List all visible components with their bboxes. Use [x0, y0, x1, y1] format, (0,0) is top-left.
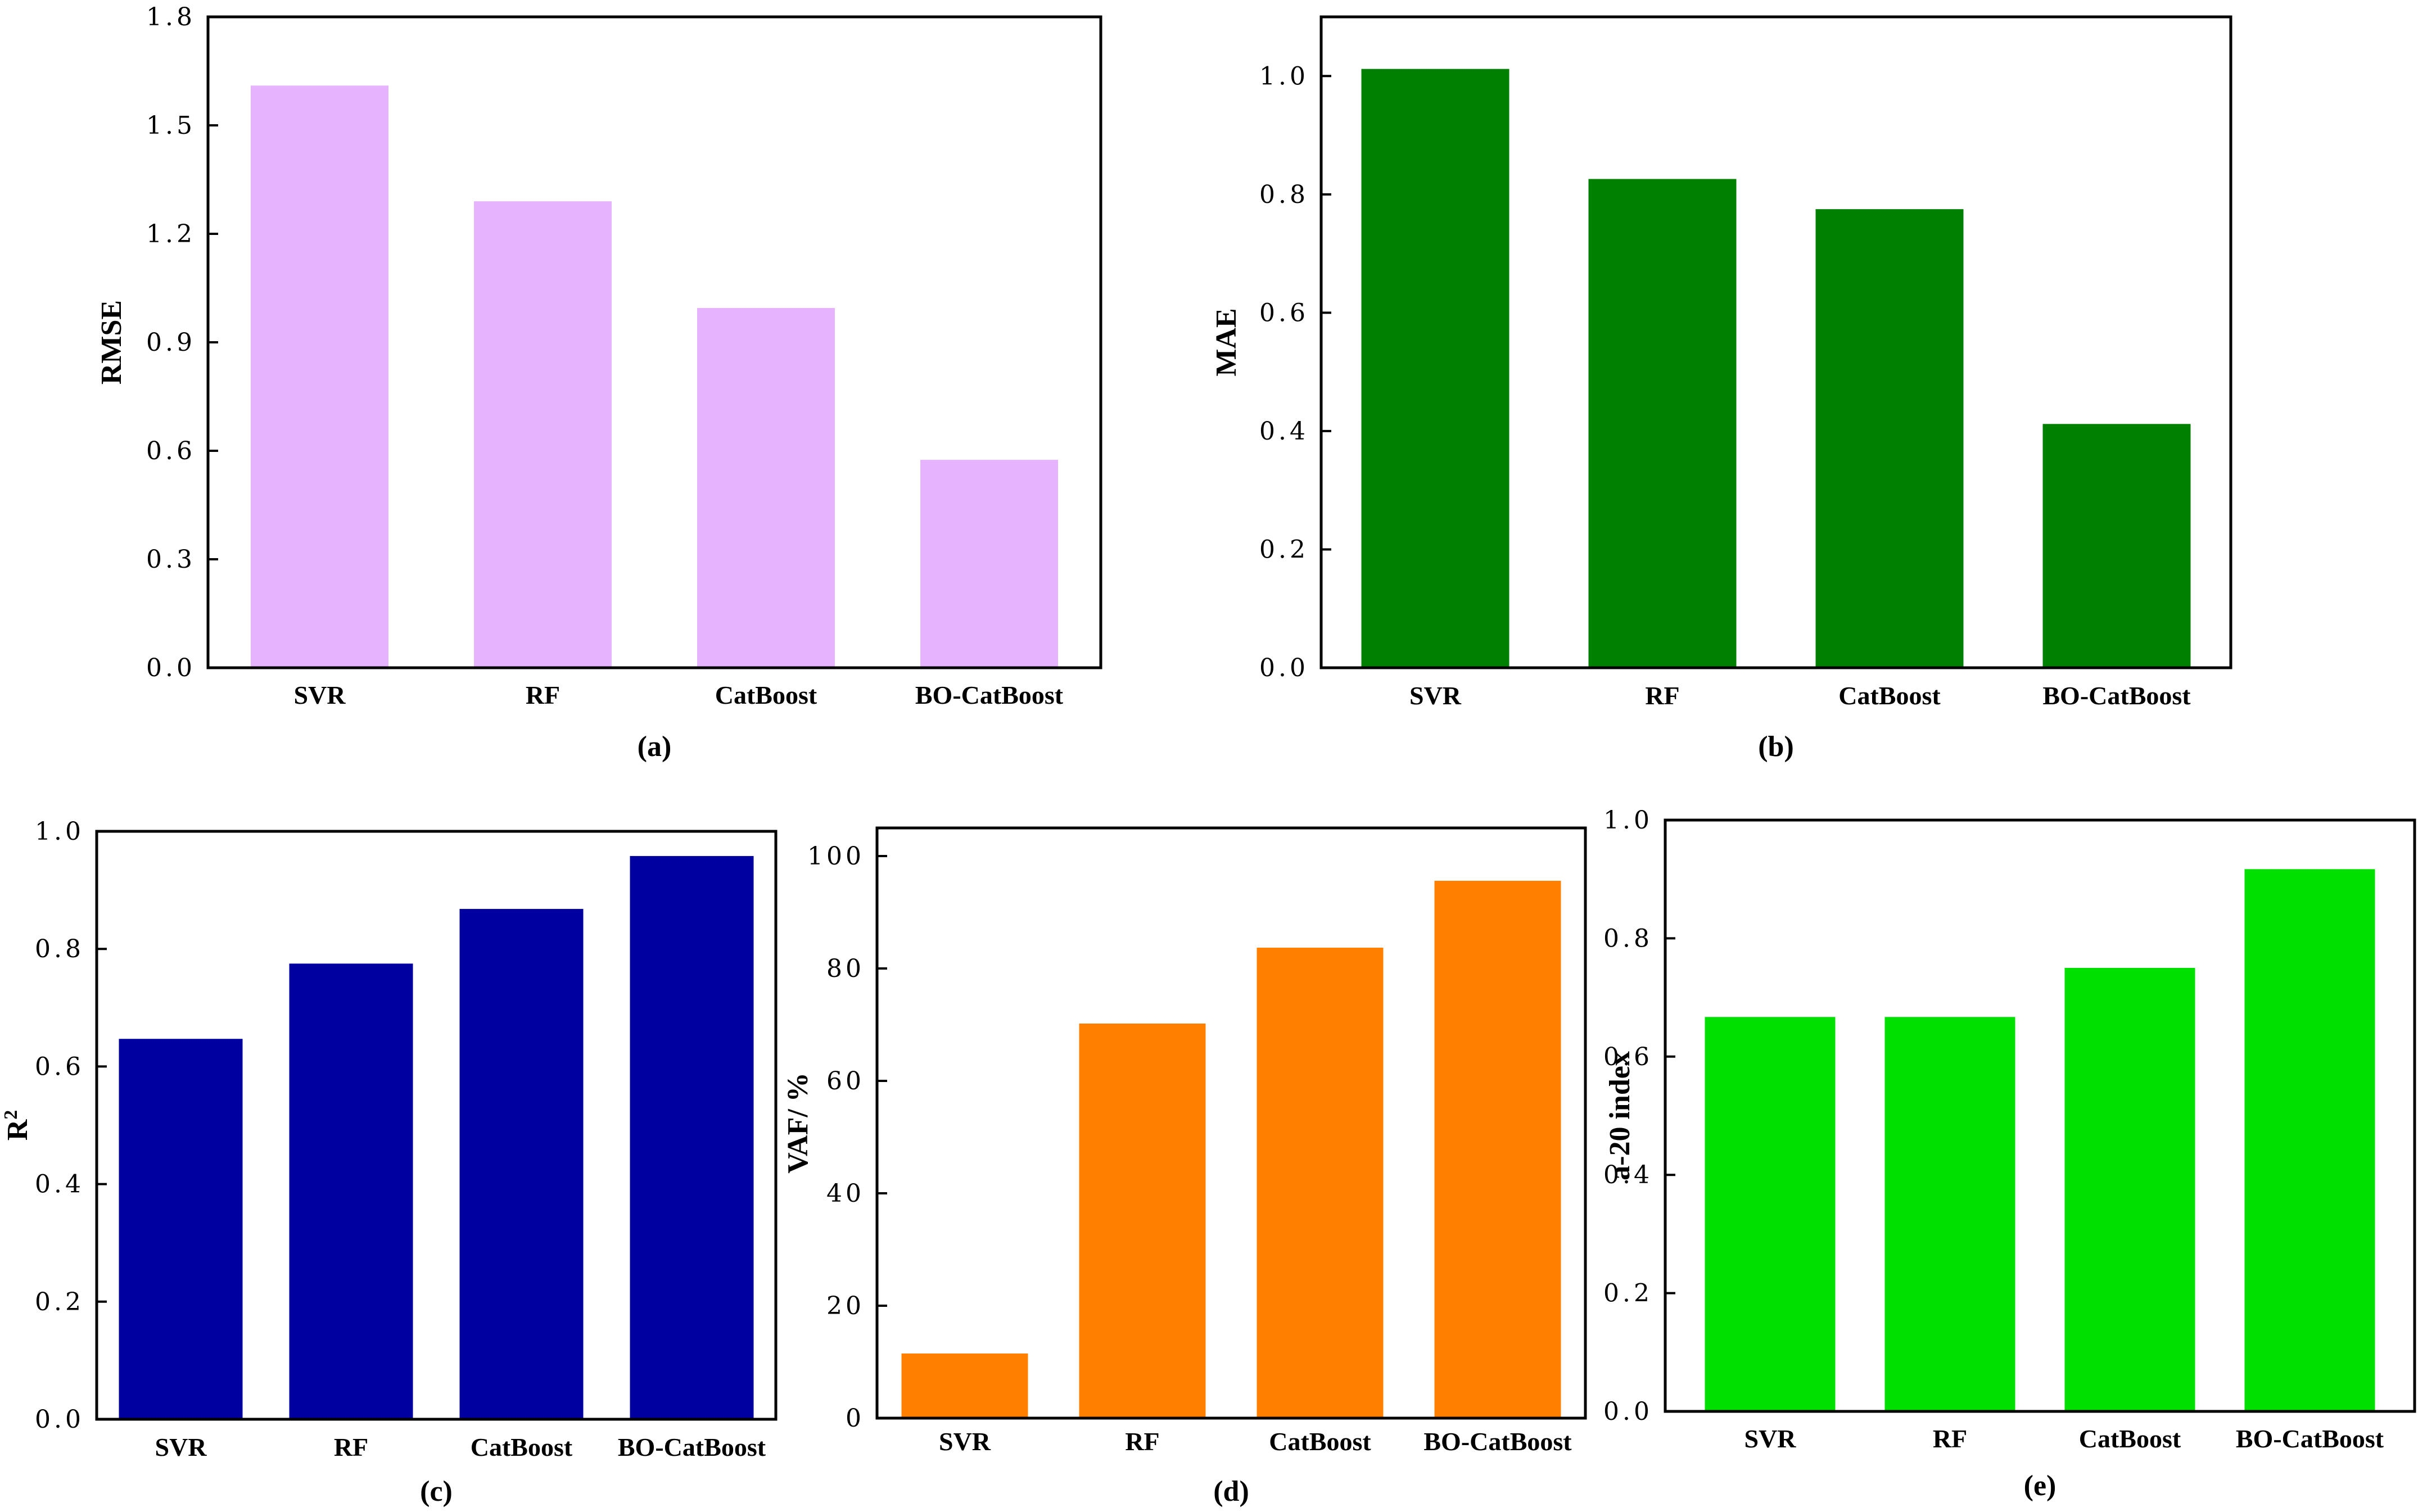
y-tick-label: 0.6	[35, 1052, 84, 1081]
plot-frame	[1664, 818, 2416, 1413]
y-axis-label: a-20 index	[1604, 1051, 1636, 1180]
plot-frame	[206, 15, 1102, 669]
bar-bo-catboost	[920, 460, 1058, 668]
y-tick-label: 0.0	[146, 654, 196, 682]
bar-svr	[119, 1039, 243, 1419]
bar-catboost	[2064, 968, 2195, 1411]
x-category-label: RF	[334, 1433, 368, 1461]
plot-frame	[95, 830, 778, 1421]
y-tick-label: 0.0	[1603, 1397, 1653, 1426]
y-axis-label: R2	[1, 1110, 34, 1141]
x-category-label: BO-CatBoost	[2042, 681, 2191, 710]
y-tick-label: 1.8	[146, 3, 196, 31]
panel-caption: (c)	[420, 1475, 453, 1508]
x-category-label: BO-CatBoost	[2236, 1424, 2384, 1453]
bar-catboost	[459, 909, 584, 1419]
y-tick-label: 0.9	[146, 328, 196, 357]
y-tick-label: 0.2	[35, 1288, 84, 1316]
y-tick-label: 60	[826, 1067, 865, 1095]
panel-caption: (a)	[638, 731, 672, 763]
plot-frame	[875, 826, 1587, 1420]
y-tick-label: 40	[826, 1179, 865, 1208]
panel-e-a20-chart: 0.0 0.2 0.4 0.6 0.8 1.0 SVR RF CatBoost BO-CatBoo…	[1603, 806, 2416, 1502]
x-category-label: BO-CatBoost	[618, 1433, 766, 1461]
x-category-label: SVR	[293, 681, 346, 709]
bar-svr	[251, 85, 388, 668]
y-axis-label: RMSE	[96, 300, 128, 384]
y-tick-label: 1.5	[146, 111, 196, 140]
bar-rf	[474, 201, 612, 668]
y-tick-label: 0.2	[1603, 1279, 1653, 1308]
bar-svr	[1361, 69, 1509, 668]
panel-caption: (d)	[1213, 1475, 1249, 1508]
panel-c-r2-chart: 0.0 0.2 0.4 0.6 0.8 1.0 SVR RF CatBoost BO-CatBoo…	[1, 817, 778, 1508]
bar-bo-catboost	[630, 855, 754, 1419]
y-tick-label: 1.0	[35, 817, 84, 846]
y-tick-label: 80	[826, 954, 865, 983]
bar-rf	[1884, 1017, 2015, 1411]
x-category-label: SVR	[1744, 1424, 1796, 1453]
x-category-label: RF	[1125, 1427, 1159, 1456]
panel-a-rmse-chart: 0.0 0.3 0.6 0.9 1.2 1.5 1.8 SVR RF CatBoost BO-Cat…	[96, 3, 1102, 763]
y-tick-label: 0.0	[1259, 654, 1309, 682]
y-tick-label: 0.4	[35, 1170, 84, 1199]
panel-caption: (b)	[1758, 731, 1794, 763]
y-tick-label: 0.6	[146, 437, 196, 465]
panel-caption: (e)	[2024, 1470, 2057, 1502]
panel-b-mae-chart: 0.0 0.2 0.4 0.6 0.8 1.0 SVR RF CatBoost BO-CatBoo…	[1210, 15, 2232, 763]
x-category-label: SVR	[155, 1433, 207, 1461]
bar-catboost	[1257, 948, 1384, 1418]
y-tick-label: 0.8	[35, 935, 84, 963]
y-tick-label: 1.0	[1259, 62, 1309, 90]
x-category-label: SVR	[1409, 681, 1462, 710]
y-tick-label: 0.8	[1603, 924, 1653, 953]
bar-bo-catboost	[2042, 424, 2191, 668]
x-category-label: RF	[1933, 1424, 1967, 1453]
y-axis-label: MAE	[1210, 308, 1242, 376]
plot-frame	[1319, 15, 2232, 669]
bar-catboost	[697, 307, 835, 668]
x-category-label: BO-CatBoost	[915, 681, 1064, 709]
bar-catboost	[1815, 209, 1964, 668]
y-tick-label: 0.6	[1603, 1043, 1653, 1071]
y-tick-label: 1.0	[1603, 806, 1653, 835]
x-category-label: CatBoost	[1269, 1427, 1371, 1456]
x-category-label: RF	[1645, 681, 1679, 710]
x-category-label: SVR	[939, 1427, 991, 1456]
x-category-label: CatBoost	[2079, 1424, 2181, 1453]
y-tick-label: 0.4	[1259, 417, 1309, 446]
y-tick-label: 0.2	[1259, 535, 1309, 564]
x-category-label: BO-CatBoost	[1423, 1427, 1572, 1456]
y-axis-label: VAF/ %	[782, 1072, 814, 1174]
x-category-label: CatBoost	[1838, 681, 1941, 710]
x-category-label: CatBoost	[471, 1433, 573, 1461]
y-tick-label: 20	[826, 1292, 865, 1320]
x-category-label: RF	[526, 681, 560, 709]
y-tick-label: 0.4	[1603, 1161, 1653, 1189]
panel-d-vaf-chart: 0 20 40 60 80 100 SVR RF CatBoost BO-CatBoost VAF/…	[782, 826, 1587, 1508]
y-tick-label: 0.8	[1259, 180, 1309, 209]
bar-bo-catboost	[2244, 869, 2375, 1411]
y-tick-label: 0.3	[146, 545, 196, 574]
y-tick-label: 0.6	[1259, 298, 1309, 327]
bar-rf	[289, 963, 413, 1419]
bar-svr	[1705, 1017, 1836, 1411]
y-tick-label: 1.2	[146, 220, 196, 248]
y-tick-label: 100	[807, 842, 865, 871]
bar-svr	[901, 1353, 1028, 1418]
y-axis-label-superscript: 2	[1, 1110, 21, 1120]
bar-rf	[1588, 179, 1737, 668]
bar-rf	[1079, 1024, 1206, 1418]
y-tick-label: 0	[846, 1404, 865, 1433]
bar-bo-catboost	[1434, 881, 1561, 1418]
y-tick-label: 0.0	[35, 1405, 84, 1434]
x-category-label: CatBoost	[715, 681, 817, 709]
